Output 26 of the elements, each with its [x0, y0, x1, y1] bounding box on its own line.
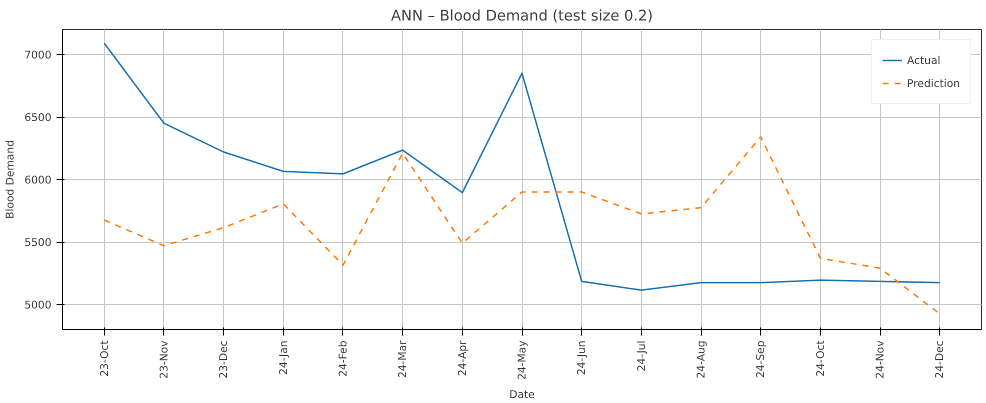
- x-tick-label: 23-Oct: [98, 340, 111, 377]
- y-tick-label: 5000: [24, 298, 52, 312]
- y-tick-label: 7000: [24, 48, 52, 62]
- x-tick-label: 24-Apr: [456, 340, 469, 376]
- x-tick-label: 24-Jul: [634, 340, 648, 372]
- x-tick-label: 24-Jun: [575, 340, 588, 376]
- y-tick-label: 5500: [24, 236, 52, 249]
- x-tick-label: 24-May: [516, 340, 528, 380]
- x-tick-label: 24-Sep: [754, 340, 768, 378]
- x-tick-label: 23-Dec: [217, 340, 230, 379]
- x-tick-label: 24-Jan: [276, 340, 290, 375]
- x-tick-label: 24-Aug: [694, 340, 708, 378]
- legend-label: Prediction: [907, 76, 960, 90]
- line-series: [104, 136, 940, 315]
- chart-title: ANN – Blood Demand (test size 0.2): [390, 8, 654, 24]
- x-tick-label: 23-Nov: [157, 340, 170, 379]
- x-tick-label: 24-Oct: [814, 340, 827, 377]
- x-axis-title: Date: [509, 388, 535, 401]
- y-tick-label: 6000: [24, 174, 52, 186]
- x-tick-label: 24-Feb: [336, 340, 350, 377]
- x-tick-label: 24-Nov: [874, 340, 887, 379]
- x-tick-label: 24-Dec: [933, 340, 946, 379]
- y-axis-title: Blood Demand: [3, 140, 16, 219]
- x-tick-label: 24-Mar: [396, 340, 410, 378]
- legend-label: Actual: [907, 54, 940, 66]
- y-tick-label: 6500: [24, 111, 52, 124]
